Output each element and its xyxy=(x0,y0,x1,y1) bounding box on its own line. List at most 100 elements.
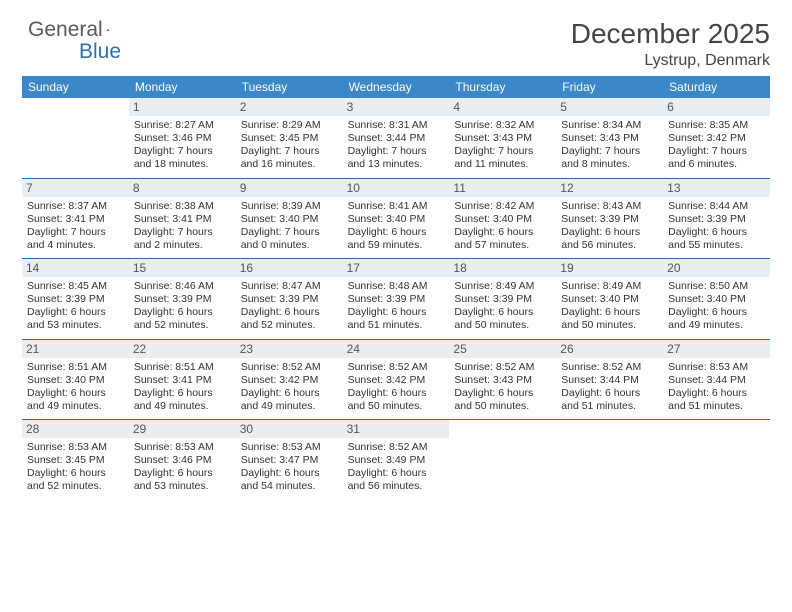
day-info: Sunrise: 8:32 AMSunset: 3:43 PMDaylight:… xyxy=(454,119,551,172)
day-cell: 11 Sunrise: 8:42 AMSunset: 3:40 PMDayligh… xyxy=(449,179,556,259)
day-cell: 19 Sunrise: 8:49 AMSunset: 3:40 PMDayligh… xyxy=(556,259,663,339)
day-info: Sunrise: 8:38 AMSunset: 3:41 PMDaylight:… xyxy=(134,200,231,253)
day-number: 14 xyxy=(22,259,129,277)
day-info: Sunrise: 8:49 AMSunset: 3:40 PMDaylight:… xyxy=(561,280,658,333)
day-number: 20 xyxy=(663,259,770,277)
title-block: December 2025 Lystrup, Denmark xyxy=(571,18,770,70)
day-cell: 4Sunrise: 8:32 AMSunset: 3:43 PMDaylight… xyxy=(449,98,556,178)
day-number: 11 xyxy=(449,179,556,197)
day-cell: 31Sunrise: 8:52 AMSunset: 3:49 PMDayligh… xyxy=(343,420,450,500)
day-info: Sunrise: 8:52 AMSunset: 3:42 PMDaylight:… xyxy=(348,361,445,414)
week-row: 14 Sunrise: 8:45 AMSunset: 3:39 PMDayligh… xyxy=(22,258,770,339)
day-number: 6 xyxy=(663,98,770,116)
day-cell: 27 Sunrise: 8:53 AMSunset: 3:44 PMDayligh… xyxy=(663,340,770,420)
day-cell: 22 Sunrise: 8:51 AMSunset: 3:41 PMDayligh… xyxy=(129,340,236,420)
day-cell xyxy=(556,420,663,500)
day-number: 10 xyxy=(343,179,450,197)
day-info: Sunrise: 8:48 AMSunset: 3:39 PMDaylight:… xyxy=(348,280,445,333)
dow-header: Wednesday xyxy=(343,76,450,98)
day-number: 27 xyxy=(663,340,770,358)
day-number: 1 xyxy=(129,98,236,116)
day-info: Sunrise: 8:53 AMSunset: 3:45 PMDaylight:… xyxy=(27,441,124,494)
day-cell: 5 Sunrise: 8:34 AMSunset: 3:43 PMDaylight… xyxy=(556,98,663,178)
day-cell: 8 Sunrise: 8:38 AMSunset: 3:41 PMDaylight… xyxy=(129,179,236,259)
day-cell: 23 Sunrise: 8:52 AMSunset: 3:42 PMDayligh… xyxy=(236,340,343,420)
week-row: 1 Sunrise: 8:27 AMSunset: 3:46 PMDaylight… xyxy=(22,98,770,178)
day-info: Sunrise: 8:47 AMSunset: 3:39 PMDaylight:… xyxy=(241,280,338,333)
day-info: Sunrise: 8:53 AMSunset: 3:46 PMDaylight:… xyxy=(134,441,231,494)
day-number: 26 xyxy=(556,340,663,358)
day-info: Sunrise: 8:42 AMSunset: 3:40 PMDaylight:… xyxy=(454,200,551,253)
day-info: Sunrise: 8:44 AMSunset: 3:39 PMDaylight:… xyxy=(668,200,765,253)
day-cell: 17Sunrise: 8:48 AMSunset: 3:39 PMDayligh… xyxy=(343,259,450,339)
dow-header: Saturday xyxy=(663,76,770,98)
logo-word-blue: Blue xyxy=(79,40,121,64)
day-info: Sunrise: 8:31 AMSunset: 3:44 PMDaylight:… xyxy=(348,119,445,172)
dow-header: Thursday xyxy=(449,76,556,98)
day-info: Sunrise: 8:49 AMSunset: 3:39 PMDaylight:… xyxy=(454,280,551,333)
day-cell: 15Sunrise: 8:46 AMSunset: 3:39 PMDayligh… xyxy=(129,259,236,339)
day-info: Sunrise: 8:52 AMSunset: 3:42 PMDaylight:… xyxy=(241,361,338,414)
day-number: 21 xyxy=(22,340,129,358)
dow-row: SundayMondayTuesdayWednesdayThursdayFrid… xyxy=(22,76,770,98)
day-info: Sunrise: 8:53 AMSunset: 3:47 PMDaylight:… xyxy=(241,441,338,494)
day-info: Sunrise: 8:39 AMSunset: 3:40 PMDaylight:… xyxy=(241,200,338,253)
day-number: 28 xyxy=(22,420,129,438)
day-number: 15 xyxy=(129,259,236,277)
day-info: Sunrise: 8:43 AMSunset: 3:39 PMDaylight:… xyxy=(561,200,658,253)
day-cell: 1 Sunrise: 8:27 AMSunset: 3:46 PMDaylight… xyxy=(129,98,236,178)
day-info: Sunrise: 8:37 AMSunset: 3:41 PMDaylight:… xyxy=(27,200,124,253)
day-number: 30 xyxy=(236,420,343,438)
day-info: Sunrise: 8:51 AMSunset: 3:40 PMDaylight:… xyxy=(27,361,124,414)
day-cell: 25 Sunrise: 8:52 AMSunset: 3:43 PMDayligh… xyxy=(449,340,556,420)
location: Lystrup, Denmark xyxy=(571,52,770,70)
day-info: Sunrise: 8:52 AMSunset: 3:43 PMDaylight:… xyxy=(454,361,551,414)
day-number: 2 xyxy=(236,98,343,116)
day-number: 31 xyxy=(343,420,450,438)
dow-header: Tuesday xyxy=(236,76,343,98)
day-number: 18 xyxy=(449,259,556,277)
day-number: 16 xyxy=(236,259,343,277)
day-cell: 26 Sunrise: 8:52 AMSunset: 3:44 PMDayligh… xyxy=(556,340,663,420)
day-cell: 29Sunrise: 8:53 AMSunset: 3:46 PMDayligh… xyxy=(129,420,236,500)
day-info: Sunrise: 8:34 AMSunset: 3:43 PMDaylight:… xyxy=(561,119,658,172)
day-info: Sunrise: 8:41 AMSunset: 3:40 PMDaylight:… xyxy=(348,200,445,253)
day-cell: 6Sunrise: 8:35 AMSunset: 3:42 PMDaylight… xyxy=(663,98,770,178)
calendar: SundayMondayTuesdayWednesdayThursdayFrid… xyxy=(22,76,770,500)
day-number: 9 xyxy=(236,179,343,197)
day-number: 19 xyxy=(556,259,663,277)
day-cell: 28 Sunrise: 8:53 AMSunset: 3:45 PMDayligh… xyxy=(22,420,129,500)
day-number: 8 xyxy=(129,179,236,197)
day-number: 5 xyxy=(556,98,663,116)
day-cell: 13 Sunrise: 8:44 AMSunset: 3:39 PMDayligh… xyxy=(663,179,770,259)
day-number: 22 xyxy=(129,340,236,358)
day-cell xyxy=(22,98,129,178)
week-row: 28 Sunrise: 8:53 AMSunset: 3:45 PMDayligh… xyxy=(22,419,770,500)
dow-header: Friday xyxy=(556,76,663,98)
dow-header: Sunday xyxy=(22,76,129,98)
day-cell: 2Sunrise: 8:29 AMSunset: 3:45 PMDaylight… xyxy=(236,98,343,178)
day-cell: 20Sunrise: 8:50 AMSunset: 3:40 PMDayligh… xyxy=(663,259,770,339)
logo: General xyxy=(22,18,129,42)
week-row: 21 Sunrise: 8:51 AMSunset: 3:40 PMDayligh… xyxy=(22,339,770,420)
day-cell: 12 Sunrise: 8:43 AMSunset: 3:39 PMDayligh… xyxy=(556,179,663,259)
header: General December 2025 Lystrup, Denmark xyxy=(22,18,770,70)
day-cell: 30 Sunrise: 8:53 AMSunset: 3:47 PMDayligh… xyxy=(236,420,343,500)
day-info: Sunrise: 8:53 AMSunset: 3:44 PMDaylight:… xyxy=(668,361,765,414)
day-number: 12 xyxy=(556,179,663,197)
day-number: 25 xyxy=(449,340,556,358)
day-number: 24 xyxy=(343,340,450,358)
day-number: 23 xyxy=(236,340,343,358)
day-info: Sunrise: 8:51 AMSunset: 3:41 PMDaylight:… xyxy=(134,361,231,414)
day-cell: 16 Sunrise: 8:47 AMSunset: 3:39 PMDayligh… xyxy=(236,259,343,339)
day-cell: 18 Sunrise: 8:49 AMSunset: 3:39 PMDayligh… xyxy=(449,259,556,339)
month-title: December 2025 xyxy=(571,18,770,50)
day-info: Sunrise: 8:52 AMSunset: 3:44 PMDaylight:… xyxy=(561,361,658,414)
day-number: 13 xyxy=(663,179,770,197)
day-cell: 7Sunrise: 8:37 AMSunset: 3:41 PMDaylight… xyxy=(22,179,129,259)
logo-triangle-icon xyxy=(106,20,109,40)
day-info: Sunrise: 8:27 AMSunset: 3:46 PMDaylight:… xyxy=(134,119,231,172)
logo-word-general: General xyxy=(28,18,103,42)
day-cell xyxy=(449,420,556,500)
day-info: Sunrise: 8:45 AMSunset: 3:39 PMDaylight:… xyxy=(27,280,124,333)
